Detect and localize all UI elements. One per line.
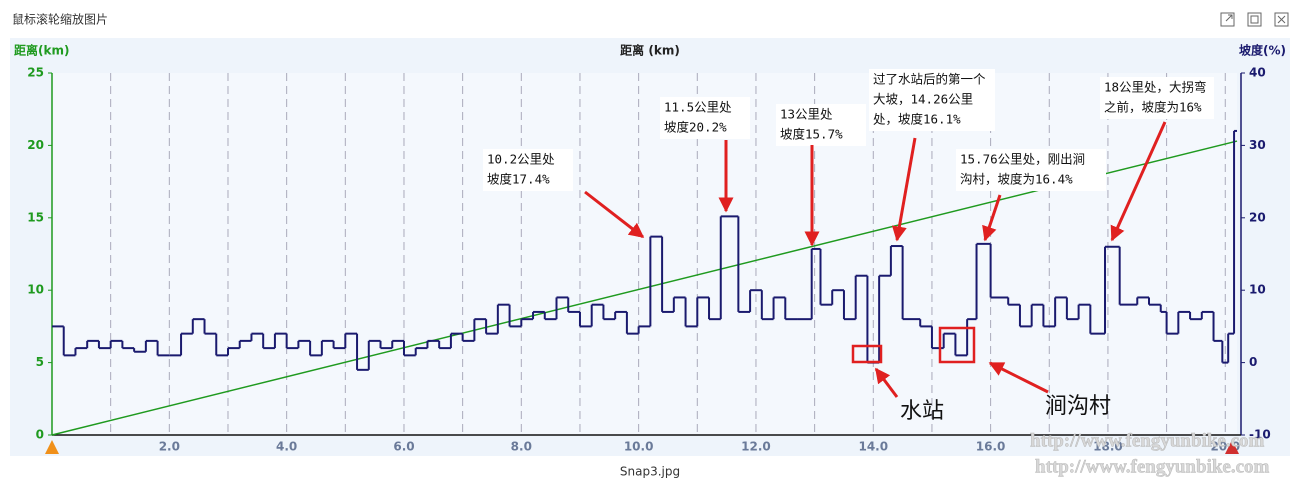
annotation-arrow <box>982 194 1002 242</box>
end-marker <box>1225 440 1239 454</box>
y-tick-label: 25 <box>27 66 44 80</box>
y-tick-label: 0 <box>36 428 44 442</box>
x-tick-label: 4.0 <box>276 440 297 454</box>
annotation-text: 坡度17.4% <box>487 172 550 187</box>
x-tick-label: 12.0 <box>741 440 771 454</box>
annotation-text: 大坡，14.26公里 <box>873 92 973 107</box>
close-button[interactable] <box>1274 12 1289 27</box>
annotation-text: 10.2公里处 <box>487 152 555 167</box>
window-title: 鼠标滚轮缩放图片 <box>12 12 108 27</box>
annotation-box <box>869 69 995 131</box>
annotation-text: 沟村，坡度为16.4% <box>960 172 1073 187</box>
y2-tick-label: 0 <box>1249 355 1257 369</box>
y-tick-label: 15 <box>27 210 44 224</box>
y-tick-label: 20 <box>27 138 44 152</box>
start-marker <box>45 440 59 454</box>
annotation-text: 坡度15.7% <box>780 127 843 142</box>
x-tick-label: 2.0 <box>159 440 180 454</box>
x-tick-label: 6.0 <box>393 440 414 454</box>
callout-box <box>851 344 883 364</box>
annotation-box <box>483 149 573 191</box>
callout-arrow <box>988 361 1049 394</box>
maximize-button[interactable] <box>1247 12 1262 27</box>
annotation-arrow <box>891 137 917 242</box>
callout-label: 涧沟村 <box>1045 394 1111 419</box>
x-tick-label: 10.0 <box>624 440 654 454</box>
watermark: http://www.fengyunbike.com <box>1035 456 1270 477</box>
x-axis-label: 距离 (km) <box>620 43 680 58</box>
callout-box <box>938 326 976 364</box>
annotation-text: 处，坡度16.1% <box>873 112 961 127</box>
x-tick-label: 14.0 <box>858 440 888 454</box>
close-icon <box>1277 15 1286 24</box>
y2-tick-label: 20 <box>1249 210 1266 224</box>
annotation-box <box>956 149 1106 191</box>
y-tick-label: 5 <box>36 355 44 369</box>
annotation-box <box>660 97 750 139</box>
annotation-text: 之前，坡度为16% <box>1104 100 1202 115</box>
y2-axis-label: 坡度(%) <box>1239 43 1286 58</box>
window-buttons[interactable] <box>1220 12 1289 27</box>
y2-tick-label: 30 <box>1249 138 1266 152</box>
annotation-arrow <box>584 190 645 239</box>
maximize-icon <box>1250 15 1259 24</box>
annotation-text: 18公里处，大拐弯 <box>1104 80 1207 95</box>
y2-tick-label: -10 <box>1249 428 1271 442</box>
annotation-text: 11.5公里处 <box>664 100 732 115</box>
y-axis-label: 距离(km) <box>14 43 69 58</box>
plot-area <box>52 73 1237 435</box>
y-tick-label: 10 <box>27 283 44 297</box>
annotation-text: 13公里处 <box>780 107 833 122</box>
y2-tick-label: 40 <box>1249 66 1266 80</box>
annotation-text: 15.76公里处，刚出涧 <box>960 152 1085 167</box>
callout-arrow <box>874 367 899 398</box>
annotation-text: 坡度20.2% <box>664 120 727 135</box>
watermark: http://www.fengyunbike.com <box>1030 430 1265 451</box>
callout-label: 水站 <box>900 399 944 424</box>
annotation-box <box>776 104 866 146</box>
popout-button[interactable] <box>1220 12 1235 27</box>
annotation-text: 过了水站后的第一个 <box>873 72 986 87</box>
caption: Snap3.jpg <box>620 465 680 479</box>
x-tick-label: 18.0 <box>1093 440 1123 454</box>
y2-tick-label: 10 <box>1249 283 1266 297</box>
popout-icon <box>1225 14 1233 22</box>
x-tick-label: 16.0 <box>976 440 1006 454</box>
annotation-arrow <box>1110 121 1167 242</box>
x-tick-label: 8.0 <box>511 440 532 454</box>
annotation-box <box>1100 77 1214 119</box>
